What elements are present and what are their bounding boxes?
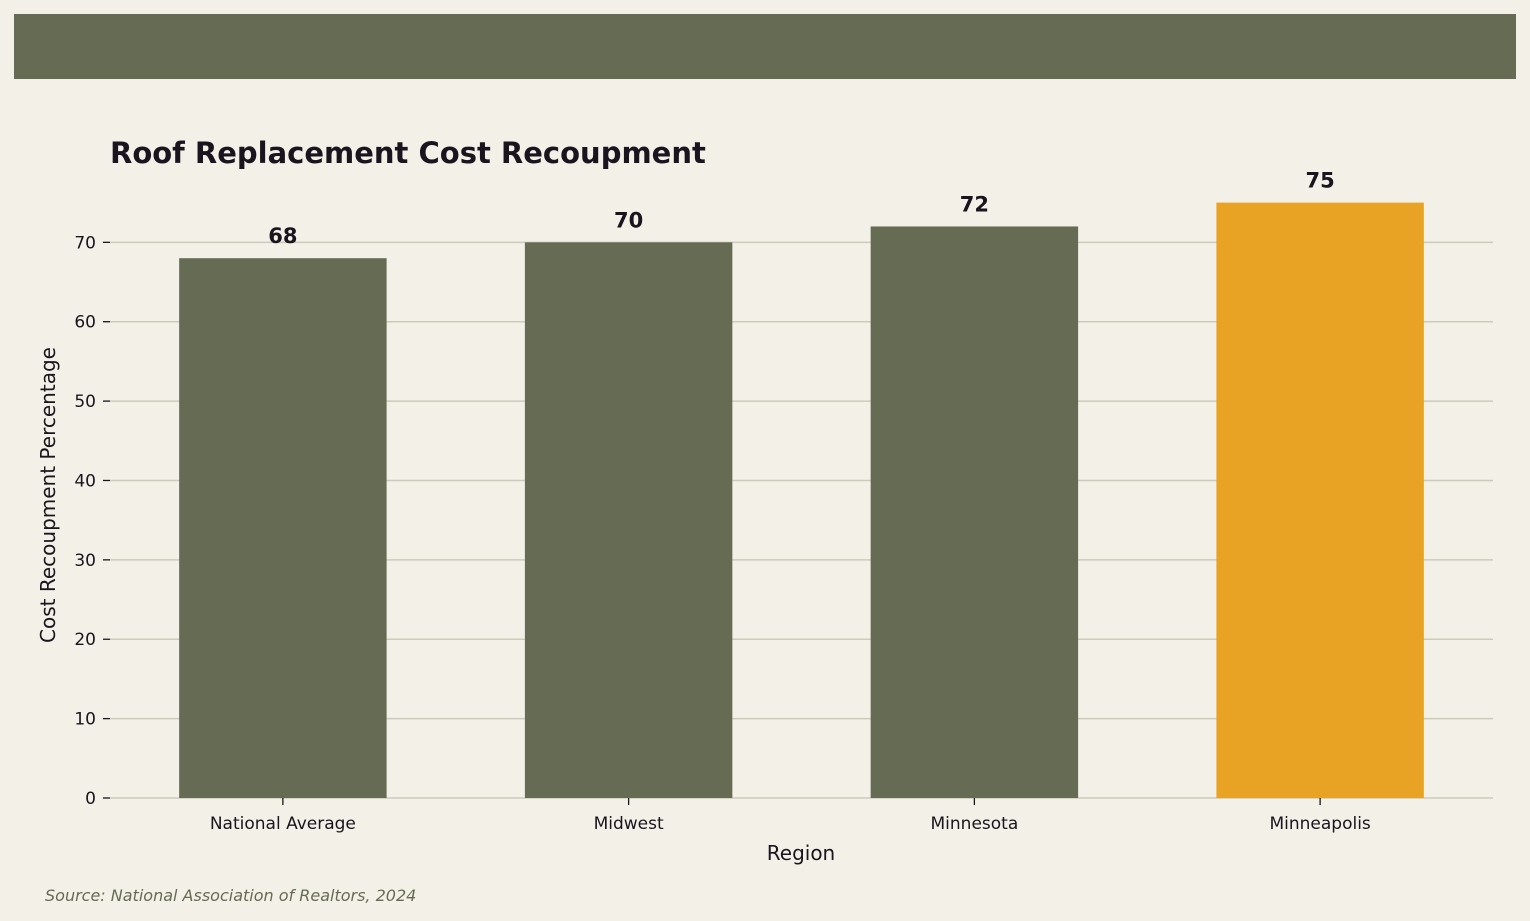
y-tick-label: 10	[74, 710, 96, 730]
x-axis: National Average Midwest Minnesota Minneapo…	[210, 798, 1371, 834]
header-band	[14, 14, 1516, 79]
bar	[870, 226, 1079, 798]
x-tick-label: National Average	[210, 814, 356, 834]
y-tick-label: 60	[74, 313, 96, 333]
x-tick-label: Minnesota	[931, 814, 1019, 834]
source-note: Source: National Association of Realtors…	[45, 886, 417, 905]
x-tick-label: Minneapolis	[1269, 814, 1370, 834]
data-label: 68	[268, 224, 297, 248]
y-tick-label: 50	[74, 392, 96, 412]
data-labels: 68 70 72 75	[268, 169, 1334, 249]
y-tick-label: 40	[74, 471, 96, 491]
data-label: 75	[1306, 169, 1335, 193]
x-axis-title: Region	[767, 841, 835, 865]
y-tick-label: 70	[74, 233, 96, 253]
y-tick-label: 20	[74, 630, 96, 650]
y-axis-title: Cost Recoupment Percentage	[36, 347, 60, 643]
bars	[179, 202, 1424, 799]
y-tick-label: 0	[85, 789, 96, 809]
y-axis: 0 10 20 30 40 50 60 70	[74, 233, 110, 809]
data-label: 72	[960, 192, 989, 216]
bar	[524, 242, 733, 798]
bar	[179, 258, 387, 798]
y-tick-label: 30	[74, 551, 96, 571]
data-label: 70	[614, 208, 643, 232]
x-tick-label: Midwest	[594, 814, 664, 834]
chart-title: Roof Replacement Cost Recoupment	[110, 136, 706, 170]
bar	[1216, 202, 1424, 799]
